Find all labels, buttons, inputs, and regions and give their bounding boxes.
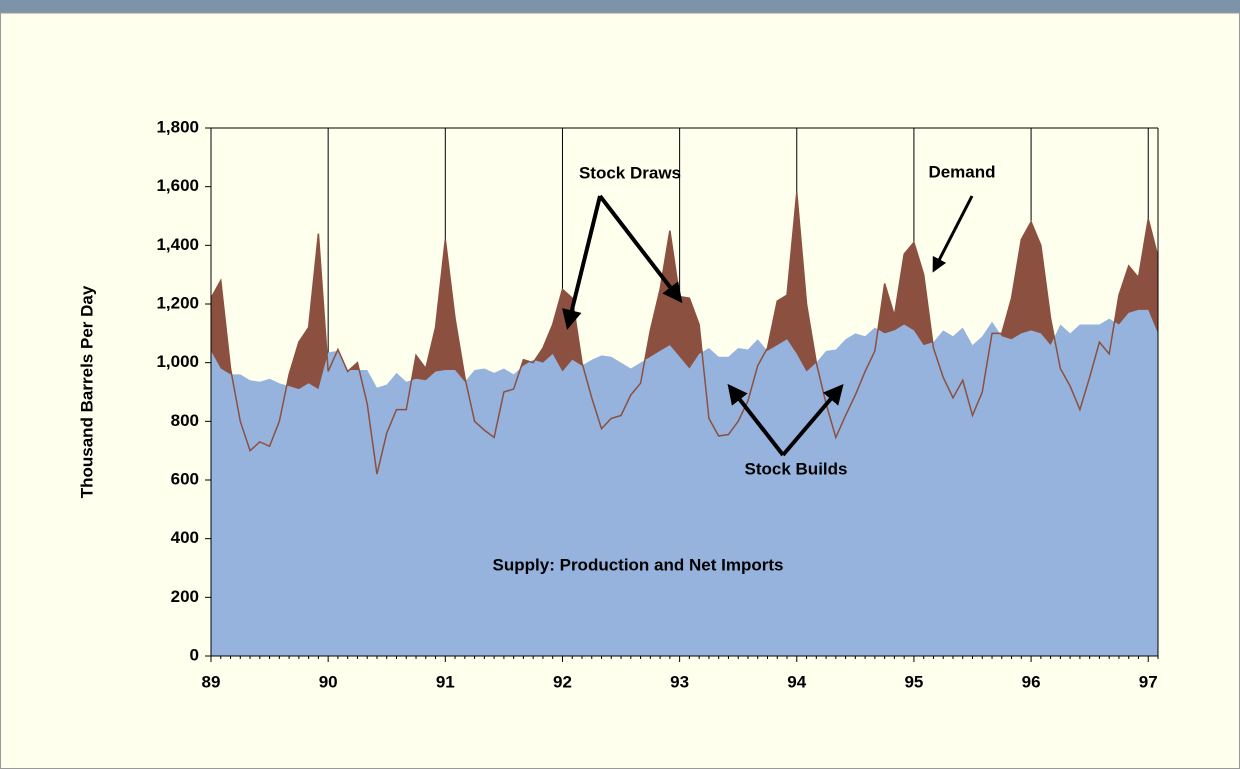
line [210, 192, 1159, 475]
plot-area: 0 200 400 600 800 1,000 1,200 1,400 1,600 1,800 89… [156, 117, 1159, 691]
annotation: Stock Builds [745, 459, 848, 478]
arrow [598, 194, 683, 304]
y-tick-label: 200 [171, 587, 199, 606]
y-axis-label: Thousand Barrels Per Day [77, 285, 96, 498]
y-tick-label: 800 [171, 411, 199, 430]
x-tick-label: 96 [1022, 672, 1041, 691]
x-tick-label: 89 [202, 672, 221, 691]
arrow [562, 195, 602, 330]
y-tick-label: 1,600 [156, 176, 199, 195]
arrow [932, 195, 974, 273]
x-tick-label: 90 [319, 672, 338, 691]
x-tick-label: 91 [436, 672, 455, 691]
annotations: Stock Draws Demand Stock Builds Supply: … [493, 162, 996, 574]
y-tick-label: 400 [171, 528, 199, 547]
x-tick-label: 95 [904, 672, 923, 691]
annotation: Supply: Production and Net Imports [493, 555, 784, 574]
x-tick-label: 93 [670, 672, 689, 691]
area [211, 309, 1158, 656]
y-tick-label: 0 [190, 645, 199, 664]
x-tick-label: 92 [553, 672, 572, 691]
y-tick-label: 1,200 [156, 293, 199, 312]
arrow [727, 383, 785, 457]
annotation: Demand [928, 162, 995, 181]
y-tick-label: 1,000 [156, 352, 199, 371]
y-tick-label: 600 [171, 469, 199, 488]
x-tick-label: 97 [1139, 672, 1158, 691]
y-tick-label: 1,800 [156, 117, 199, 136]
annotation: Stock Draws [579, 163, 681, 182]
y-tick-label: 1,400 [156, 235, 199, 254]
arrow [781, 383, 844, 457]
x-tick-label: 94 [787, 672, 806, 691]
top-band [0, 0, 1240, 13]
